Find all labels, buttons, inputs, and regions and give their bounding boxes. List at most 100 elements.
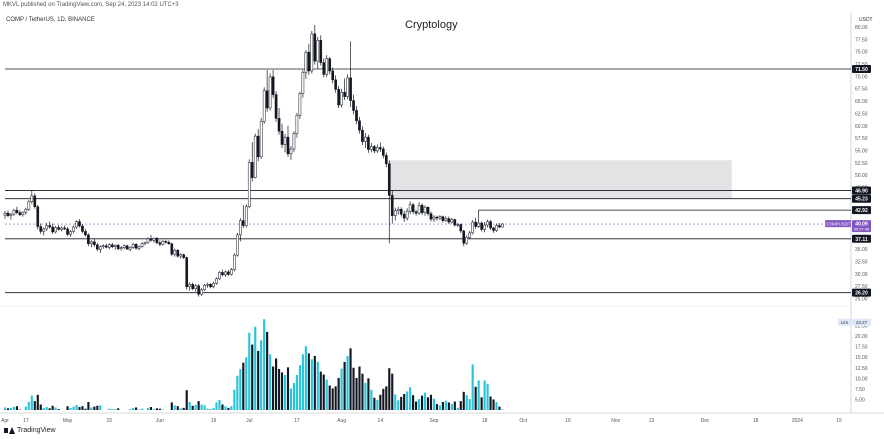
time-tick-label: Nov (611, 418, 620, 424)
volume-bar (278, 369, 280, 410)
candle-body (16, 210, 18, 212)
candle-body (52, 227, 54, 232)
volume-bar (49, 408, 51, 410)
candle-body (311, 34, 313, 71)
candle-body (344, 92, 346, 96)
volume-bar (498, 407, 500, 410)
candle-body (281, 131, 283, 144)
candle-body (138, 247, 140, 248)
volume-bar (448, 402, 450, 410)
volume-bar (358, 367, 360, 410)
volume-bar (308, 353, 310, 410)
candle-body (31, 196, 33, 202)
volume-bar (323, 375, 325, 410)
price-tick-label: 77.50 (855, 37, 868, 43)
candle-body (28, 202, 30, 209)
volume-bar (192, 406, 194, 410)
price-tick-label: 30.00 (855, 272, 868, 278)
candle-body (481, 223, 483, 229)
candle-body (498, 226, 500, 227)
volume-bar (233, 390, 235, 410)
candle-body (454, 220, 456, 225)
volume-bar (129, 409, 131, 410)
volume-bar (66, 406, 68, 410)
candle-body (192, 284, 194, 288)
candle-body (436, 217, 438, 218)
volume-bar (364, 383, 366, 410)
volume-bar (156, 408, 158, 410)
candle-body (415, 212, 417, 213)
volume-bar (400, 397, 402, 410)
candle-body (209, 284, 211, 286)
volume-axis: 22.5020.0017.5015.0012.5010.007.505.00 (855, 324, 868, 404)
volume-bar (299, 365, 301, 410)
candle-body (418, 205, 420, 213)
zone-rect (389, 160, 732, 198)
price-tick-label: 55.00 (855, 148, 868, 154)
candle-body (111, 245, 113, 247)
volume-tick-label: 17.50 (855, 345, 868, 351)
volume-bar (335, 386, 337, 410)
price-tick-label: 35.00 (855, 247, 868, 253)
candle-body (34, 196, 36, 207)
candle-body (478, 223, 480, 226)
candle-body (269, 77, 271, 108)
volume-bar (430, 395, 432, 410)
candle-body (254, 136, 256, 177)
candle-body (379, 147, 381, 148)
volume-bar (132, 408, 134, 410)
candle-body (251, 162, 253, 177)
candle-body (424, 207, 426, 212)
candle-body (317, 40, 319, 61)
price-tick-label: 25.00 (855, 297, 868, 303)
candle-body (212, 283, 214, 286)
volume-bar (317, 362, 319, 410)
volume-bar (451, 404, 453, 410)
volume-bar (34, 401, 36, 410)
candle-body (487, 222, 489, 225)
candle-body (332, 71, 334, 80)
volume-bar (55, 407, 57, 410)
volume-bar (439, 405, 441, 410)
volume-bar (93, 407, 95, 410)
volume-bar (254, 327, 256, 410)
candle-body (218, 272, 220, 278)
volume-bar (7, 408, 9, 410)
candle-body (275, 95, 277, 119)
time-tick-label: Sep (430, 418, 439, 424)
volume-bar (221, 405, 223, 410)
candle-body (412, 205, 414, 212)
volume-bar (141, 409, 143, 410)
volume-bar (436, 404, 438, 410)
volume-bar (284, 375, 286, 410)
candle-body (403, 214, 405, 218)
volume-bar (484, 380, 486, 410)
candle-body (40, 226, 42, 231)
candle-body (141, 244, 143, 247)
candle-body (135, 244, 137, 248)
volume-bar (147, 408, 149, 410)
time-tick-label: 15 (106, 418, 112, 424)
volume-bar (463, 392, 465, 410)
candle-body (391, 195, 393, 215)
volume-bar (445, 401, 447, 410)
candle-body (457, 225, 459, 226)
footer-brand[interactable]: TradingView (4, 427, 56, 434)
candle-body (159, 243, 161, 244)
volume-bar (332, 388, 334, 410)
volume-bar (475, 387, 477, 410)
volume-bar (355, 378, 357, 410)
candle-body (105, 246, 107, 247)
candle-body (266, 91, 268, 108)
volume-bar (10, 408, 12, 410)
countdown-label: 09:57:48 (854, 227, 870, 232)
candle-body (4, 213, 6, 215)
candle-body (442, 217, 444, 221)
volume-bar (43, 408, 45, 410)
volume-bar (311, 359, 313, 410)
candle-body (13, 210, 15, 214)
volume-bar (487, 384, 489, 410)
volume-bar (287, 367, 289, 410)
candle-body (78, 222, 80, 226)
